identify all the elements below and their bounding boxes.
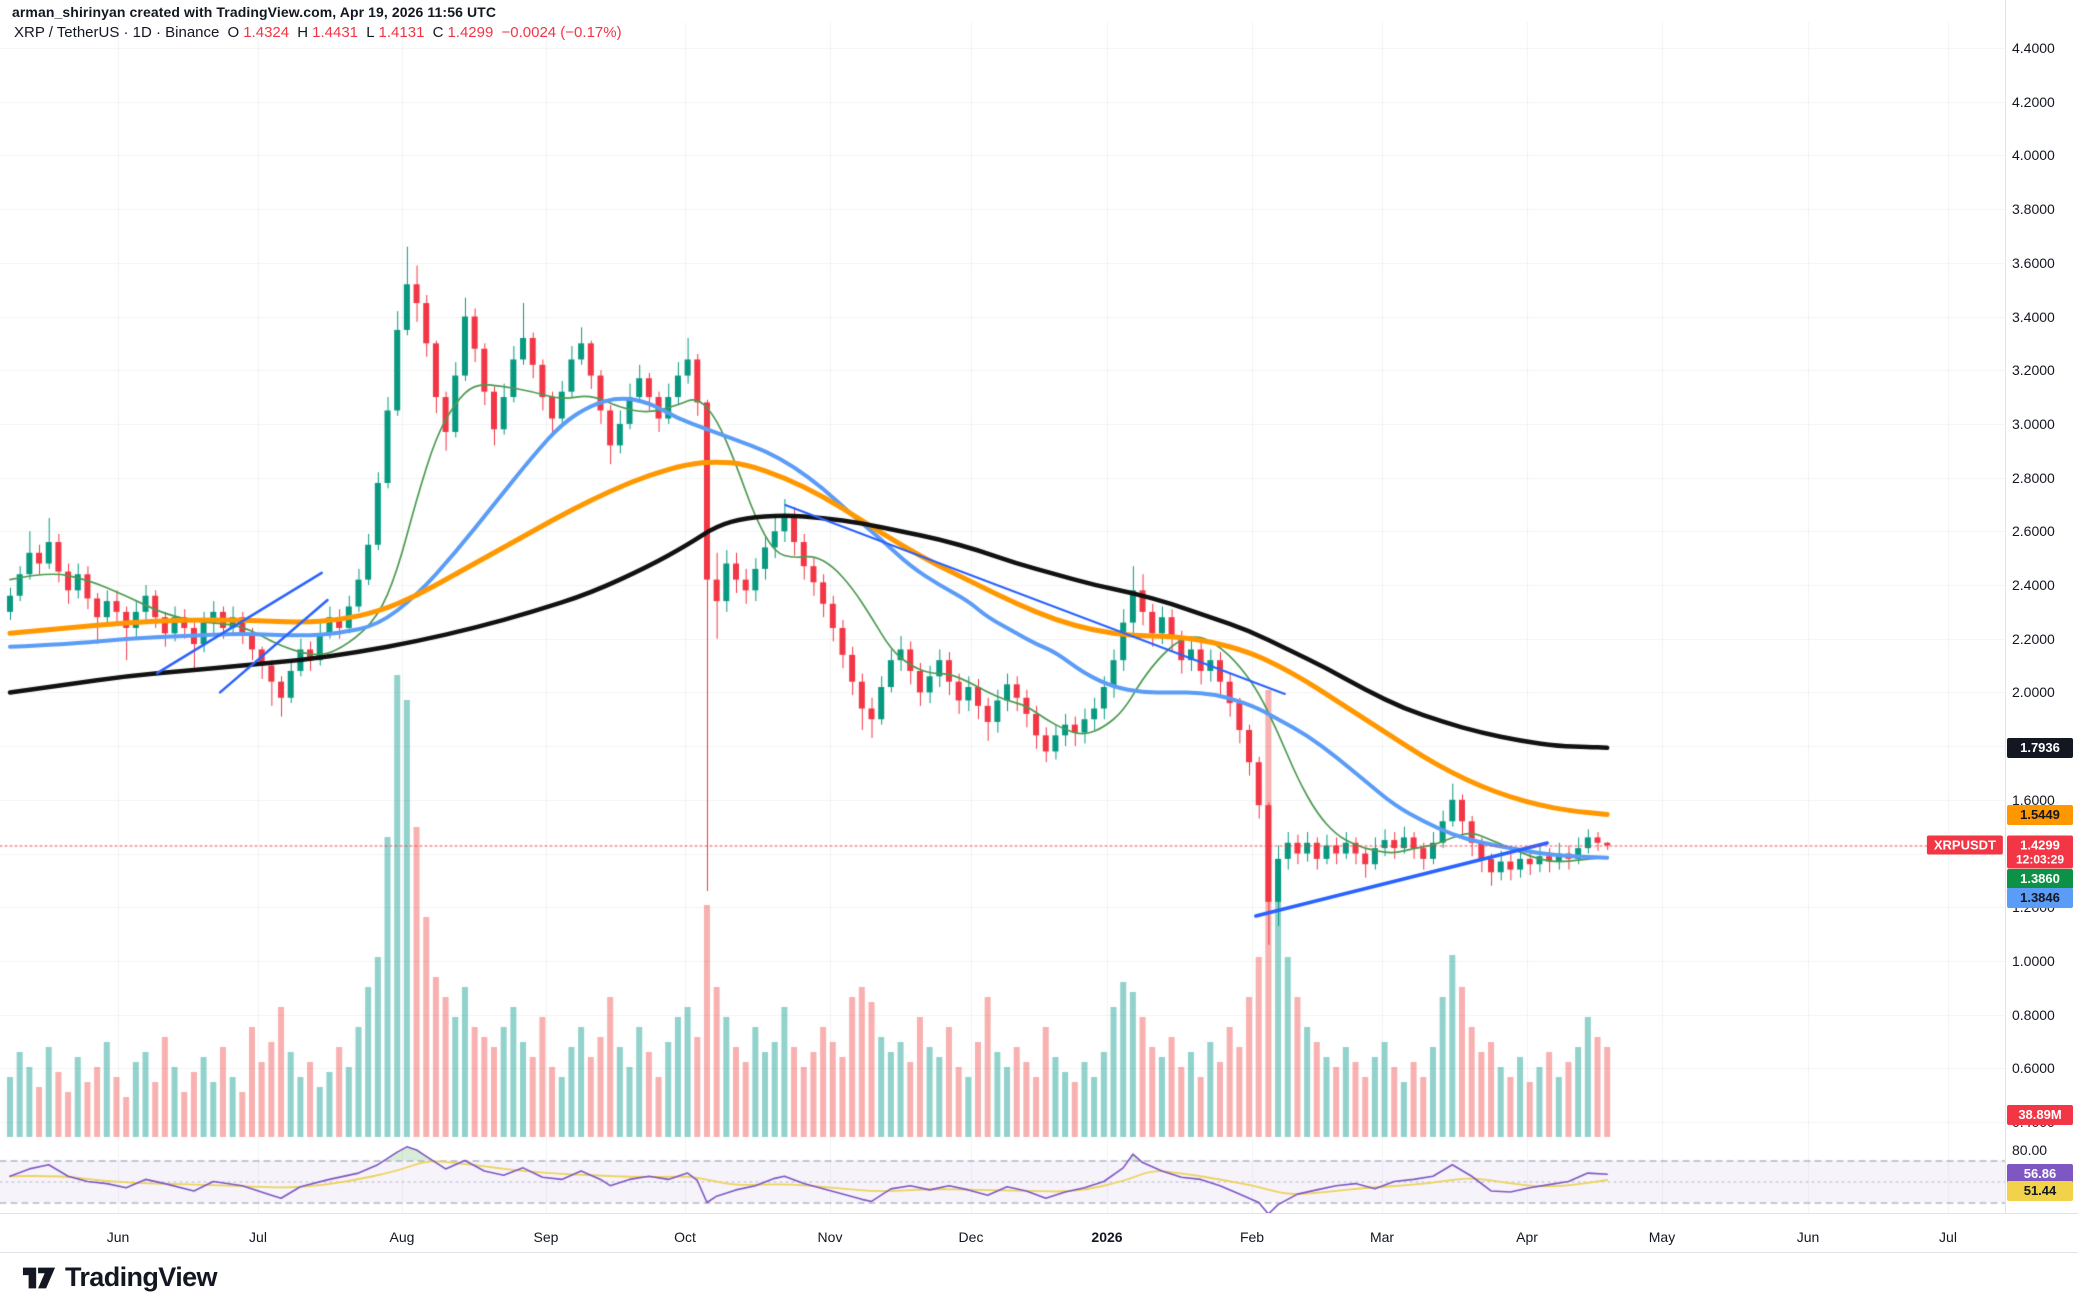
time-axis-label: Nov — [817, 1229, 843, 1245]
price-tick-label: 4.2000 — [2012, 93, 2055, 110]
open-label: O — [227, 24, 240, 41]
time-axis-label: Dec — [958, 1229, 984, 1245]
time-axis-label: Feb — [1239, 1229, 1265, 1245]
symbol-title[interactable]: XRP / TetherUS · 1D · Binance — [14, 24, 220, 41]
time-axis-label: Jul — [1939, 1229, 1957, 1245]
ma20-badge: 1.3860 — [2007, 869, 2073, 889]
time-axis-label: May — [1648, 1229, 1676, 1245]
tradingview-logo[interactable]: TradingView — [22, 1262, 218, 1293]
time-axis-label: Apr — [1516, 1229, 1538, 1245]
time-axis-label: Sep — [533, 1229, 559, 1245]
time-axis-label: Jun — [106, 1229, 130, 1245]
attribution-text: arman_shirinyan created with TradingView… — [12, 4, 497, 20]
time-axis-label: 2026 — [1091, 1229, 1123, 1245]
time-axis-label: Aug — [389, 1229, 415, 1245]
price-tick-label: 3.0000 — [2012, 415, 2055, 432]
price-tick-label: 0.6000 — [2012, 1060, 2055, 1077]
price-tick-label: 2.6000 — [2012, 523, 2055, 540]
countdown-timer: 12:03:29 — [2015, 852, 2065, 867]
price-tick-label: 2.0000 — [2012, 684, 2055, 701]
time-axis-label: Jul — [249, 1229, 267, 1245]
price-tick-label: 3.6000 — [2012, 254, 2055, 271]
ma100-badge: 1.5449 — [2007, 805, 2073, 825]
ma200-badge: 1.7936 — [2007, 738, 2073, 758]
rsi-badge: 56.86 — [2007, 1164, 2073, 1184]
price-tick-label: 2.8000 — [2012, 469, 2055, 486]
price-tick-label: 3.2000 — [2012, 362, 2055, 379]
price-tick-label: 2.4000 — [2012, 577, 2055, 593]
price-tick-label: 4.4000 — [2012, 40, 2055, 56]
low-value: 1.4131 — [378, 24, 425, 41]
price-tick-label: 3.8000 — [2012, 201, 2055, 218]
tradingview-logo-text: TradingView — [65, 1262, 218, 1292]
time-axis-label: Oct — [674, 1229, 696, 1245]
close-label: C — [432, 24, 444, 41]
price-tick-label: 3.4000 — [2012, 308, 2055, 325]
volume-badge: 38.89M — [2007, 1105, 2073, 1125]
symbol-price-label: XRPUSDT — [1926, 835, 2003, 855]
change-value: −0.0024 (−0.17%) — [501, 24, 622, 41]
low-label: L — [366, 24, 375, 41]
tradingview-logo-icon — [22, 1267, 56, 1288]
high-value: 1.4431 — [312, 24, 359, 41]
last-price-badge: 1.4299 12:03:29 — [2007, 835, 2073, 869]
price-tick-label: 1.6000 — [2012, 791, 2055, 808]
time-axis-label: Jun — [1796, 1229, 1820, 1245]
high-label: H — [297, 24, 309, 41]
open-value: 1.4324 — [243, 24, 290, 41]
close-value: 1.4299 — [447, 24, 494, 41]
rsi-scale-label: 80.00 — [2012, 1142, 2048, 1158]
price-tick-label: 2.2000 — [2012, 630, 2055, 647]
price-tick-label: 1.0000 — [2012, 952, 2055, 969]
price-tick-label: 4.0000 — [2012, 147, 2055, 164]
ma50-badge: 1.3846 — [2007, 888, 2073, 908]
time-axis[interactable] — [0, 1213, 2078, 1253]
price-tick-label: 0.8000 — [2012, 1006, 2055, 1023]
time-axis-label: Mar — [1369, 1229, 1395, 1245]
rsi-ma-badge: 51.44 — [2007, 1181, 2073, 1201]
price-axis[interactable] — [2005, 0, 2078, 1251]
